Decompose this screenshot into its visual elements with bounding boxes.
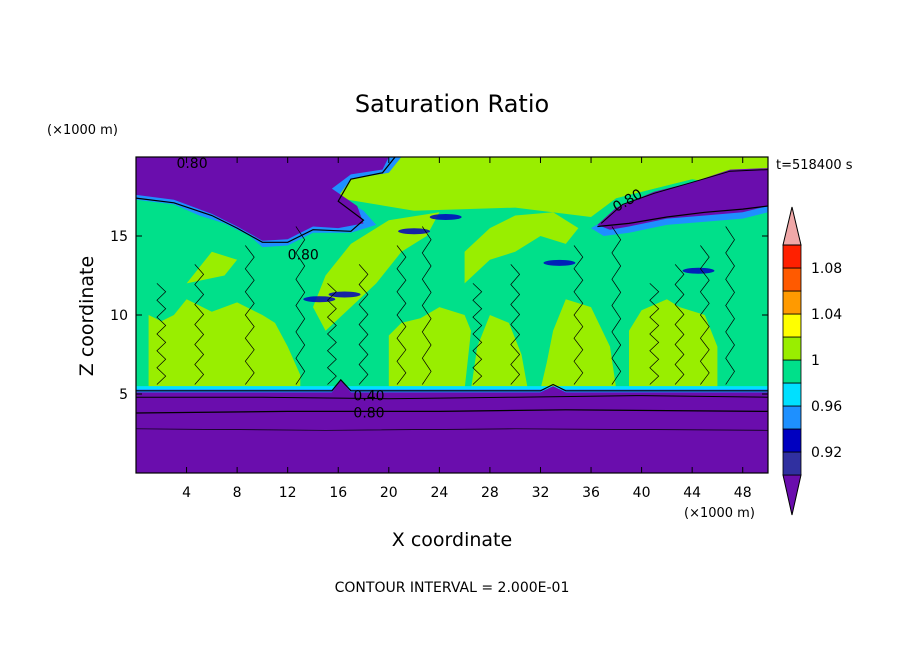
x-units-label: (×1000 m) xyxy=(684,506,755,521)
contour-inversion xyxy=(136,378,768,392)
lime-patch-4 xyxy=(313,212,440,331)
contour-plume-14 xyxy=(674,264,685,385)
contour-plume-8 xyxy=(421,226,432,385)
colorbar-label: 0.96 xyxy=(811,399,842,415)
contour-plume-6 xyxy=(358,264,369,385)
x-axis-label: X coordinate xyxy=(392,529,512,551)
blue-inclusion-3 xyxy=(398,228,431,235)
x-tick-label: 40 xyxy=(633,485,651,501)
colorbar-lower-arrow xyxy=(782,474,802,516)
contour-plume-4 xyxy=(295,226,306,385)
colorbar-box-8 xyxy=(782,290,802,315)
blue-inclusion-4 xyxy=(682,267,715,274)
x-tick-label: 24 xyxy=(430,485,448,501)
y-tick-label: 10 xyxy=(110,308,128,324)
contour-0-40 xyxy=(136,409,768,414)
blue-inclusion-6 xyxy=(429,214,462,221)
colorbar-box-3 xyxy=(782,405,802,430)
x-tick-label: 16 xyxy=(329,485,347,501)
contour-upper-right-upper xyxy=(600,169,768,224)
x-tick-label: 28 xyxy=(481,485,499,501)
colorbar-label: 0.92 xyxy=(811,445,842,461)
lime-patch-2 xyxy=(186,251,238,284)
y-tick-label: 5 xyxy=(119,387,128,403)
contour-plume-7 xyxy=(396,245,407,385)
contour-upper-left xyxy=(136,157,396,243)
y-units-label: (×1000 m) xyxy=(47,123,118,138)
contour-upper-right-lower xyxy=(597,205,768,228)
contour-plume-15 xyxy=(699,245,710,385)
colorbar-label: 1 xyxy=(811,353,820,369)
contour-label-2: 0.80 xyxy=(288,248,319,264)
blue-inclusion-1 xyxy=(303,296,336,303)
y-axis-ticks: 5 10 15 xyxy=(110,229,768,403)
colorbar-box-9 xyxy=(782,267,802,292)
colorbar-box-2 xyxy=(782,428,802,453)
contour-plume-10 xyxy=(510,264,521,385)
contour-0-80 xyxy=(136,395,768,400)
colorbar-label: 1.08 xyxy=(811,261,842,277)
contour-lines xyxy=(136,157,768,431)
colorbar-upper-arrow xyxy=(782,206,802,246)
contour-lower xyxy=(136,428,768,431)
contour-plume-9 xyxy=(472,283,483,385)
blue-inclusion-5 xyxy=(543,259,576,266)
y-axis-label: Z coordinate xyxy=(76,256,98,376)
colorbar-box-5 xyxy=(782,359,802,384)
contour-plume-3 xyxy=(244,245,255,385)
x-tick-label: 44 xyxy=(683,485,701,501)
plot-field xyxy=(136,157,768,473)
y-tick-label: 15 xyxy=(110,229,128,245)
x-tick-label: 8 xyxy=(233,485,242,501)
lime-patch-8 xyxy=(471,315,528,390)
x-tick-label: 48 xyxy=(734,485,752,501)
x-tick-label: 12 xyxy=(279,485,297,501)
region-upper-left-dry xyxy=(136,157,389,241)
contour-plume-16 xyxy=(725,226,735,385)
contour-plume-1 xyxy=(156,283,167,385)
contour-plume-2 xyxy=(194,264,205,385)
contour-plume-11 xyxy=(573,245,584,385)
x-axis-ticks: 4 8 12 16 20 24 28 32 36 40 44 48 xyxy=(182,157,752,501)
contour-label-1: 0.80 xyxy=(176,156,207,172)
colorbar-box-10 xyxy=(782,244,802,269)
contour-label-4: 0.80 xyxy=(353,406,384,422)
x-tick-label: 4 xyxy=(182,485,191,501)
colorbar-box-6 xyxy=(782,336,802,361)
region-upper-lime xyxy=(338,157,768,217)
contour-plume-5 xyxy=(326,283,337,385)
x-tick-label: 36 xyxy=(582,485,600,501)
contour-plume-13 xyxy=(649,283,660,385)
contour-label-3: 0.40 xyxy=(353,388,384,404)
colorbar: 0.92 0.96 1 1.04 1.08 xyxy=(782,206,842,516)
x-tick-label: 20 xyxy=(380,485,398,501)
blue-inclusion-2 xyxy=(328,291,361,298)
x-tick-label: 32 xyxy=(532,485,550,501)
time-label: t=518400 s xyxy=(776,158,853,173)
colorbar-label: 1.04 xyxy=(811,307,842,323)
region-upper-right-dry xyxy=(597,168,768,230)
colorbar-box-7 xyxy=(782,313,802,338)
chart-title: Saturation Ratio xyxy=(355,90,549,118)
colorbar-box-1 xyxy=(782,451,802,476)
lime-patch-1 xyxy=(148,299,301,390)
contour-interval-note: CONTOUR INTERVAL = 2.000E-01 xyxy=(335,580,570,596)
region-lower-layer xyxy=(136,379,768,473)
contour-plume-12 xyxy=(611,226,622,385)
lime-patch-5 xyxy=(464,212,579,284)
lime-patch-3 xyxy=(388,307,471,390)
colorbar-box-4 xyxy=(782,382,802,407)
